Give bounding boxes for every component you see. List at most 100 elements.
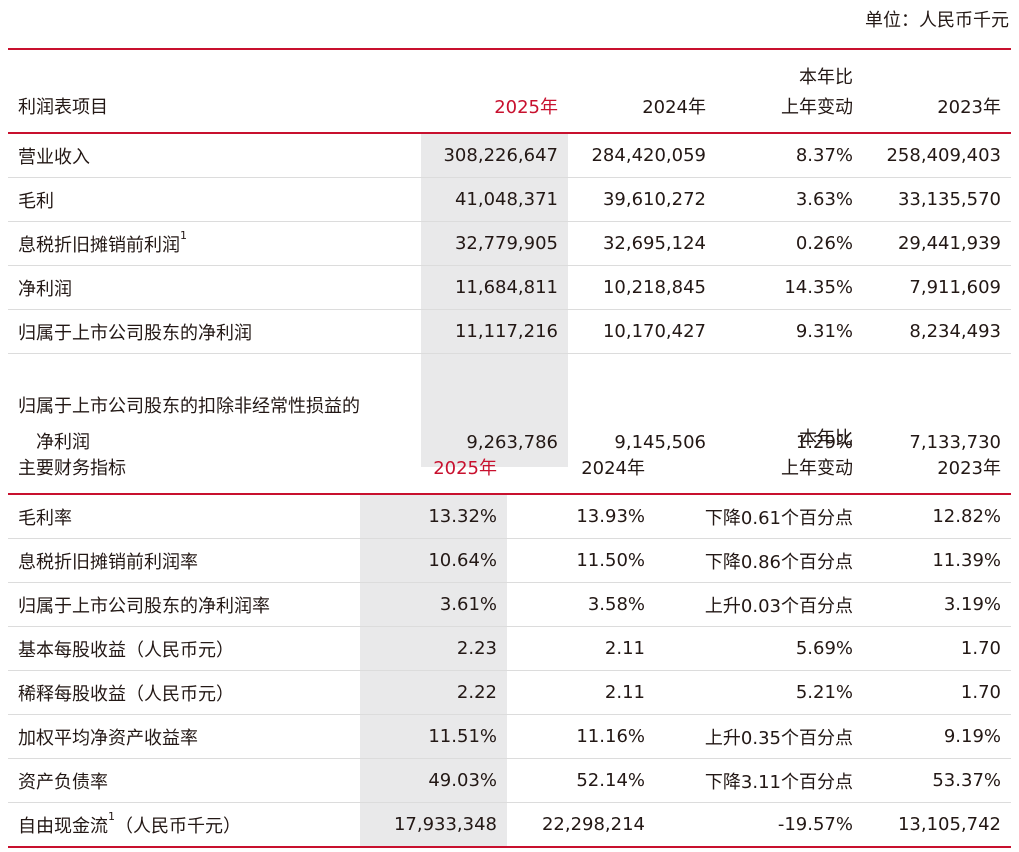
header-change-text: 本年比 上年变动 bbox=[781, 428, 853, 479]
value-2024: 284,420,059 bbox=[568, 133, 716, 178]
value-2025: 41,048,371 bbox=[421, 177, 568, 222]
value-change: 3.63% bbox=[716, 177, 863, 222]
row-label-text: 毛利 bbox=[18, 190, 54, 212]
income-statement-table: 利润表项目 2025年 2024年 本年比 上年变动 2023年 营业收入 308… bbox=[8, 48, 1011, 467]
row-label: 归属于上市公司股东的净利润率 bbox=[8, 582, 360, 627]
value-2023: 29,441,939 bbox=[863, 221, 1011, 266]
value-2024: 13.93% bbox=[507, 494, 655, 539]
table-row: 自由现金流1（人民币千元） 17,933,348 22,298,214 -19.57%… bbox=[8, 802, 1011, 848]
table-header-row: 利润表项目 2025年 2024年 本年比 上年变动 2023年 bbox=[8, 49, 1011, 134]
row-label: 基本每股收益（人民币元） bbox=[8, 626, 360, 671]
table-row: 净利润 11,684,811 10,218,845 14.35% 7,911,609 bbox=[8, 265, 1011, 310]
row-label-text: 自由现金流 bbox=[18, 815, 108, 837]
header-2023: 2023年 bbox=[863, 412, 1011, 495]
row-label-text: 毛利率 bbox=[18, 507, 72, 529]
value-change: 上升0.35个百分点 bbox=[655, 714, 863, 759]
value-2024: 11.50% bbox=[507, 538, 655, 583]
header-change: 本年比 上年变动 bbox=[716, 49, 863, 134]
header-item: 主要财务指标 bbox=[8, 412, 360, 495]
financial-ratios-table: 主要财务指标 2025年 2024年 本年比 上年变动 2023年 毛利率 13.… bbox=[8, 412, 1011, 848]
value-change: 5.21% bbox=[655, 670, 863, 715]
unit-note: 单位：人民币千元 bbox=[865, 10, 1009, 31]
row-label: 息税折旧摊销前利润1 bbox=[8, 221, 421, 266]
row-label-tail: （人民币千元） bbox=[115, 815, 241, 837]
row-label-text: 净利润 bbox=[18, 278, 72, 300]
value-2023: 12.82% bbox=[863, 494, 1011, 539]
row-label: 净利润 bbox=[8, 265, 421, 310]
row-label-text: 基本每股收益（人民币元） bbox=[18, 639, 234, 661]
table-row: 加权平均净资产收益率 11.51% 11.16% 上升0.35个百分点 9.19% bbox=[8, 714, 1011, 759]
row-label: 稀释每股收益（人民币元） bbox=[8, 670, 360, 715]
value-change: 5.69% bbox=[655, 626, 863, 671]
header-change: 本年比 上年变动 bbox=[655, 412, 863, 495]
value-2024: 11.16% bbox=[507, 714, 655, 759]
value-2024: 2.11 bbox=[507, 670, 655, 715]
table-row: 基本每股收益（人民币元） 2.23 2.11 5.69% 1.70 bbox=[8, 626, 1011, 671]
value-2025: 2.22 bbox=[360, 670, 507, 715]
value-change: -19.57% bbox=[655, 802, 863, 848]
value-2025: 11,684,811 bbox=[421, 265, 568, 310]
row-label-text: 息税折旧摊销前利润率 bbox=[18, 551, 198, 573]
value-2025: 32,779,905 bbox=[421, 221, 568, 266]
header-2025: 2025年 bbox=[421, 49, 568, 134]
value-2023: 3.19% bbox=[863, 582, 1011, 627]
value-2023: 8,234,493 bbox=[863, 309, 1011, 354]
value-2025: 17,933,348 bbox=[360, 802, 507, 848]
value-change: 上升0.03个百分点 bbox=[655, 582, 863, 627]
value-2025: 11,117,216 bbox=[421, 309, 568, 354]
table-row: 息税折旧摊销前利润1 32,779,905 32,695,124 0.26% 29,44… bbox=[8, 221, 1011, 266]
value-2025: 308,226,647 bbox=[421, 133, 568, 178]
value-2024: 39,610,272 bbox=[568, 177, 716, 222]
value-2023: 53.37% bbox=[863, 758, 1011, 803]
value-change: 8.37% bbox=[716, 133, 863, 178]
value-change: 下降3.11个百分点 bbox=[655, 758, 863, 803]
value-2023: 11.39% bbox=[863, 538, 1011, 583]
row-label-text: 息税折旧摊销前利润 bbox=[18, 234, 180, 256]
header-2025: 2025年 bbox=[360, 412, 507, 495]
table-row: 毛利 41,048,371 39,610,272 3.63% 33,135,570 bbox=[8, 177, 1011, 222]
table-header-row: 主要财务指标 2025年 2024年 本年比 上年变动 2023年 bbox=[8, 412, 1011, 495]
value-change: 0.26% bbox=[716, 221, 863, 266]
value-2024: 52.14% bbox=[507, 758, 655, 803]
row-label-text: 归属于上市公司股东的扣除非经常性损益的 bbox=[18, 396, 360, 417]
row-label-text: 资产负债率 bbox=[18, 771, 108, 793]
value-2023: 33,135,570 bbox=[863, 177, 1011, 222]
footnote-marker: 1 bbox=[180, 228, 187, 242]
row-label-text: 稀释每股收益（人民币元） bbox=[18, 683, 234, 705]
row-label: 自由现金流1（人民币千元） bbox=[8, 802, 360, 848]
table-row: 毛利率 13.32% 13.93% 下降0.61个百分点 12.82% bbox=[8, 494, 1011, 539]
value-2023: 1.70 bbox=[863, 626, 1011, 671]
row-label: 归属于上市公司股东的净利润 bbox=[8, 309, 421, 354]
row-label: 资产负债率 bbox=[8, 758, 360, 803]
row-label: 毛利 bbox=[8, 177, 421, 222]
value-change: 下降0.61个百分点 bbox=[655, 494, 863, 539]
value-change: 下降0.86个百分点 bbox=[655, 538, 863, 583]
row-label-text: 归属于上市公司股东的净利润 bbox=[18, 322, 252, 344]
value-2025: 13.32% bbox=[360, 494, 507, 539]
row-label-text: 加权平均净资产收益率 bbox=[18, 727, 198, 749]
header-change-text: 本年比 上年变动 bbox=[781, 67, 853, 118]
header-2024: 2024年 bbox=[507, 412, 655, 495]
table-row: 资产负债率 49.03% 52.14% 下降3.11个百分点 53.37% bbox=[8, 758, 1011, 803]
value-2025: 3.61% bbox=[360, 582, 507, 627]
header-2023: 2023年 bbox=[863, 49, 1011, 134]
value-2023: 1.70 bbox=[863, 670, 1011, 715]
table-row: 稀释每股收益（人民币元） 2.22 2.11 5.21% 1.70 bbox=[8, 670, 1011, 715]
value-change: 14.35% bbox=[716, 265, 863, 310]
value-2023: 13,105,742 bbox=[863, 802, 1011, 848]
footnote-marker: 1 bbox=[108, 809, 115, 823]
row-label: 营业收入 bbox=[8, 133, 421, 178]
value-change: 9.31% bbox=[716, 309, 863, 354]
row-label: 加权平均净资产收益率 bbox=[8, 714, 360, 759]
value-2024: 3.58% bbox=[507, 582, 655, 627]
value-2024: 22,298,214 bbox=[507, 802, 655, 848]
header-2024: 2024年 bbox=[568, 49, 716, 134]
row-label: 毛利率 bbox=[8, 494, 360, 539]
row-label: 息税折旧摊销前利润率 bbox=[8, 538, 360, 583]
header-item: 利润表项目 bbox=[8, 49, 421, 134]
value-2024: 10,170,427 bbox=[568, 309, 716, 354]
value-2025: 11.51% bbox=[360, 714, 507, 759]
value-2023: 9.19% bbox=[863, 714, 1011, 759]
row-label-text: 归属于上市公司股东的净利润率 bbox=[18, 595, 270, 617]
table-row: 归属于上市公司股东的净利润 11,117,216 10,170,427 9.31% 8,… bbox=[8, 309, 1011, 354]
